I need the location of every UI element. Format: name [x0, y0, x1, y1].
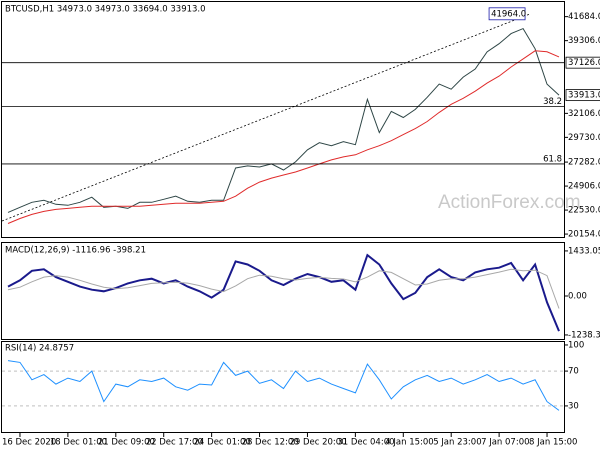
- y-tick-label: 29730.0: [568, 133, 600, 143]
- peak-box: [488, 7, 526, 21]
- peak-label: 41964.0: [491, 9, 526, 19]
- macd-panel-frame: [1, 242, 565, 340]
- series-line: [7, 268, 560, 309]
- y-tick-label: 27282.0: [568, 158, 600, 168]
- main-panel-frame: [1, 1, 565, 238]
- x-tick-label: 31 Dec 04:00: [337, 438, 394, 448]
- price-line-box-label: 37126.0: [568, 58, 600, 68]
- y-tick-label: 41684.0: [568, 12, 600, 22]
- fib-label: 61.8: [543, 154, 562, 164]
- macd-title: MACD(12,26,9) -1116.96 -398.21: [5, 246, 146, 256]
- y-tick-label: 1433.05: [568, 246, 600, 256]
- y-tick-label: -1238.38: [568, 330, 600, 340]
- series-line: [7, 27, 560, 213]
- x-tick-label: 16 Dec 2020: [2, 438, 56, 448]
- price-line-box: [565, 56, 600, 69]
- x-tick-label: 29 Dec 20:00: [289, 438, 346, 448]
- x-tick-label: 8 Jan 15:00: [529, 438, 577, 448]
- y-tick-label: 20154.0: [568, 230, 600, 240]
- x-tick-label: 4 Jan 15:00: [385, 438, 433, 448]
- trend-line: [1, 13, 531, 222]
- series-line: [7, 50, 560, 224]
- y-tick-label: 22530.0: [568, 206, 600, 216]
- y-tick-label: 70: [568, 367, 579, 377]
- x-tick-label: 5 Jan 23:00: [433, 438, 481, 448]
- y-tick-label: 0.00: [568, 291, 587, 301]
- y-tick-label: 30: [568, 401, 579, 411]
- watermark: ActionForex.com: [438, 192, 581, 213]
- x-tick-label: 18 Dec 01:00: [50, 438, 107, 448]
- y-tick-label: 24906.0: [568, 182, 600, 192]
- y-tick-label: 100: [568, 340, 584, 350]
- x-tick-label: 24 Dec 01:00: [194, 438, 251, 448]
- fib-label: 38.2: [543, 97, 562, 107]
- x-tick-label: 7 Jan 07:00: [481, 438, 529, 448]
- y-tick-label: 32106.0: [568, 109, 600, 119]
- series-line: [7, 360, 560, 411]
- rsi-title: RSI(14) 24.8757: [5, 344, 74, 354]
- x-tick-label: 28 Dec 12:00: [242, 438, 299, 448]
- rsi-panel-frame: [1, 341, 565, 433]
- y-tick-label: 39306.0: [568, 36, 600, 46]
- last-price-box: [565, 89, 600, 102]
- x-tick-label: 22 Dec 17:00: [146, 438, 203, 448]
- last-price-box-label: 33913.0: [568, 91, 600, 101]
- chart-title: BTCUSD,H1 34973.0 34973.0 33694.0 33913.…: [5, 5, 206, 15]
- x-tick-label: 21 Dec 09:00: [98, 438, 155, 448]
